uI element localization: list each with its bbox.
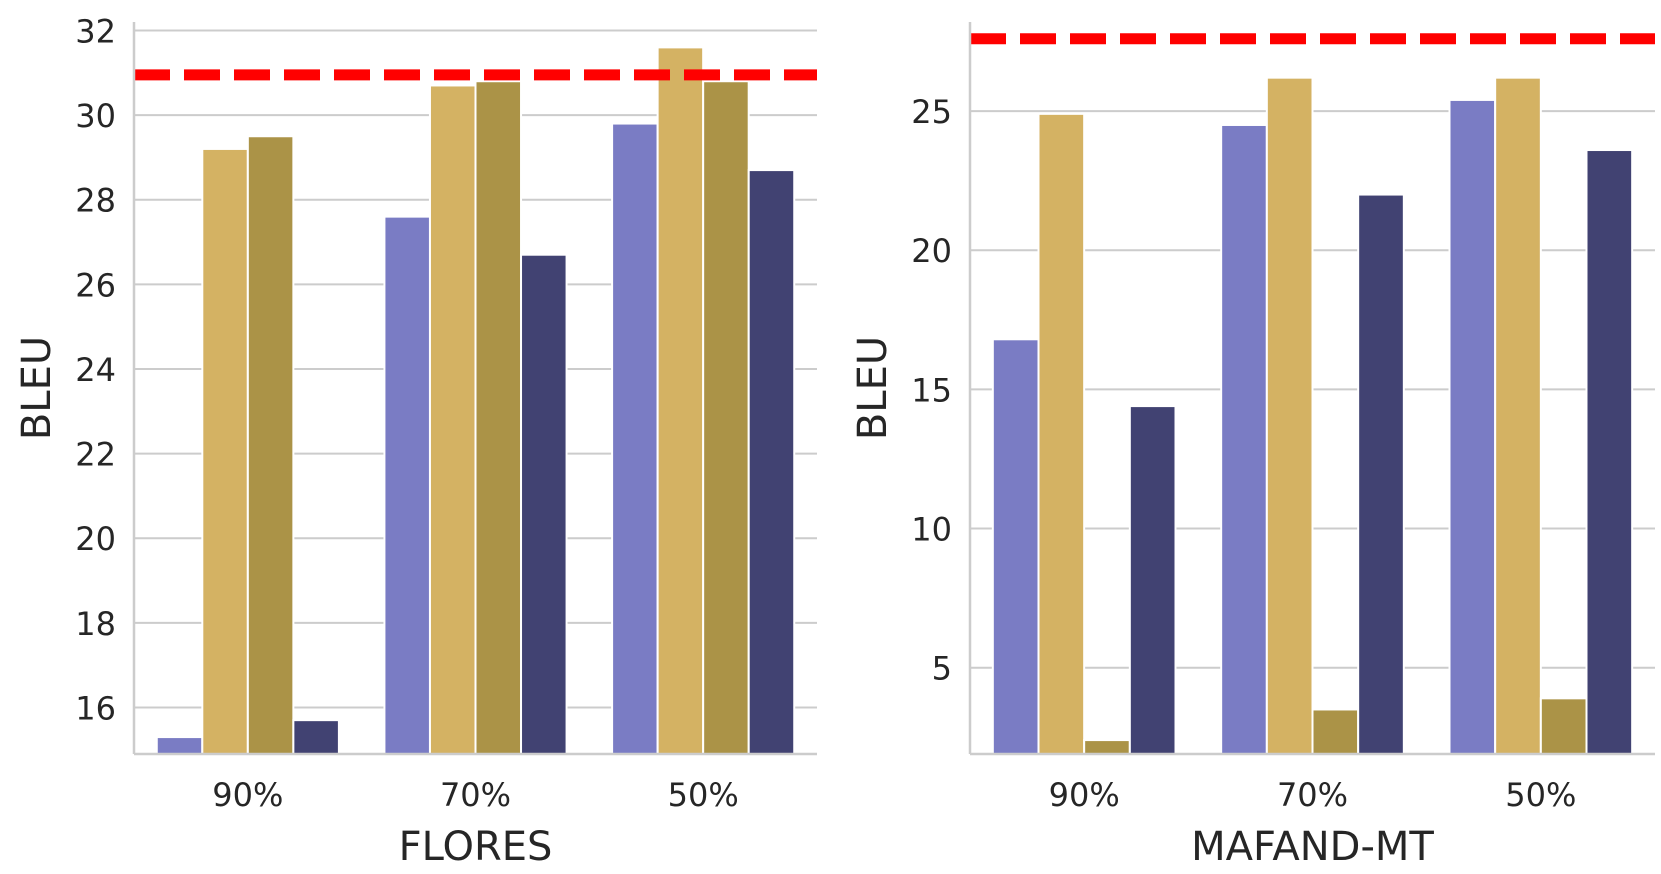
bar xyxy=(702,80,750,755)
bar xyxy=(155,736,204,755)
axes xyxy=(132,22,817,756)
axes xyxy=(968,22,1655,756)
bar xyxy=(474,80,523,755)
y-tick-label: 32 xyxy=(75,12,116,50)
y-axis-label: BLEU xyxy=(14,336,60,440)
y-tick-label: 18 xyxy=(75,605,116,643)
y-tick-label: 15 xyxy=(911,371,952,409)
bar xyxy=(1037,112,1086,756)
bar xyxy=(383,215,431,755)
y-tick-label: 26 xyxy=(75,266,116,304)
x-tick-label: 90% xyxy=(212,776,283,814)
x-axis-label: MAFAND-MT xyxy=(1191,824,1434,870)
bar xyxy=(1128,405,1177,755)
bar xyxy=(1585,149,1634,756)
x-tick-label: 70% xyxy=(1277,776,1348,814)
y-tick-label: 16 xyxy=(75,689,116,727)
y-axis-label: BLEU xyxy=(850,336,896,440)
y-tick-label: 22 xyxy=(75,436,116,474)
x-axis-label: FLORES xyxy=(399,824,553,870)
y-tick-label: 20 xyxy=(75,520,116,558)
bar xyxy=(428,84,477,756)
bar xyxy=(1494,76,1542,755)
bar xyxy=(1220,123,1268,755)
x-tick-label: 50% xyxy=(668,776,739,814)
bars xyxy=(155,46,796,756)
y-tick-label: 20 xyxy=(911,232,952,270)
bar xyxy=(747,169,796,756)
x-tick-label: 70% xyxy=(440,776,511,814)
chart-panel-flores: 16 18 20 22 24 26 28 30 32 90% 70% 50% FLORES BLEU xyxy=(14,12,817,870)
bar xyxy=(246,135,295,755)
bar xyxy=(520,253,568,755)
bar xyxy=(611,122,659,755)
y-tick-label: 30 xyxy=(75,97,116,135)
bar xyxy=(656,46,705,756)
bar xyxy=(1539,697,1588,755)
bar xyxy=(1083,739,1131,756)
bar xyxy=(201,147,249,756)
bar xyxy=(292,719,340,755)
chart-panel-mafand-mt: 5 10 15 20 25 90% 70% 50% MAFAND-MT BLEU xyxy=(850,22,1655,870)
bar xyxy=(1357,193,1405,755)
y-tick-label: 5 xyxy=(932,650,952,688)
bar xyxy=(1448,98,1497,755)
y-tick-label: 24 xyxy=(75,351,116,389)
bars xyxy=(991,76,1634,756)
x-tick-label: 50% xyxy=(1505,776,1576,814)
x-tick-label: 90% xyxy=(1049,776,1120,814)
bar xyxy=(1311,708,1360,755)
y-tick-label: 25 xyxy=(911,93,952,131)
bar xyxy=(991,338,1040,755)
tick-labels: 5 10 15 20 25 90% 70% 50% xyxy=(911,93,1576,814)
tick-labels: 16 18 20 22 24 26 28 30 32 90% 70% 50% xyxy=(75,12,738,814)
bar xyxy=(1265,76,1314,755)
y-tick-label: 10 xyxy=(911,511,952,549)
y-tick-label: 28 xyxy=(75,182,116,220)
